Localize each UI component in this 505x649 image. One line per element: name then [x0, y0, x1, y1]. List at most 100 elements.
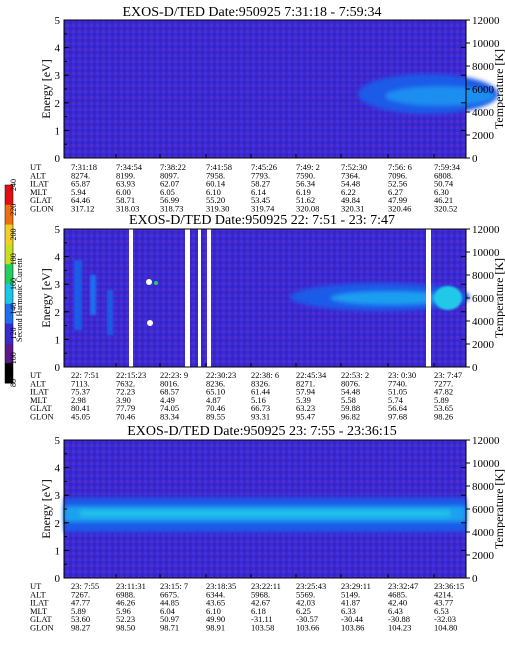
ytick-label: 2 — [55, 518, 61, 530]
table-cell: 60.14 — [206, 179, 226, 189]
panel-2-ylabel: Energy [eV] — [39, 268, 53, 327]
table-cell: 93.31 — [251, 412, 270, 422]
panel-1-y2label: Temperature [K] — [492, 49, 505, 129]
panel-3-band-core — [80, 510, 450, 517]
colorbar-swatch — [5, 224, 13, 245]
table-cell: 320.31 — [341, 204, 364, 214]
table-cell: 5968. — [251, 589, 270, 599]
table-cell: 5149. — [341, 589, 360, 599]
table-row-label: ALT — [30, 589, 47, 599]
table-cell: 52.56 — [388, 179, 407, 189]
y2tick-label: 12000 — [472, 15, 500, 27]
table-cell: 80.41 — [71, 403, 90, 413]
y2tick-label: 10000 — [472, 38, 500, 50]
table-cell: 7267. — [71, 589, 90, 599]
table-cell: 5.96 — [116, 606, 131, 616]
table-cell: 53.45 — [251, 195, 270, 205]
table-row-label: MLT — [30, 395, 48, 405]
table-cell: 54.48 — [341, 387, 360, 397]
ytick-label: 2 — [55, 98, 61, 110]
panel-1-ylabel: Energy [eV] — [39, 59, 53, 118]
table-cell: 95.47 — [296, 412, 315, 422]
table-cell: 6.14 — [251, 187, 267, 197]
colorbar-tick-label: 180 — [9, 253, 18, 265]
table-cell: 64.46 — [71, 195, 90, 205]
table-cell: 6.10 — [206, 187, 221, 197]
table-cell: 65.10 — [206, 387, 225, 397]
table-cell: 2.98 — [71, 395, 86, 405]
table-cell: 103.58 — [251, 623, 274, 633]
ytick-label: 4 — [55, 252, 61, 264]
table-cell: 22:23: 9 — [160, 370, 188, 380]
table-cell: 7793. — [251, 170, 270, 180]
table-cell: 46.26 — [116, 598, 135, 608]
table-cell: 6675. — [160, 589, 179, 599]
table-cell: 320.46 — [388, 204, 411, 214]
table-cell: 7740. — [388, 378, 407, 388]
table-cell: 77.79 — [116, 403, 135, 413]
y2tick-label: 12000 — [472, 435, 500, 447]
table-cell: 52.23 — [116, 614, 135, 624]
table-cell: 50.97 — [160, 614, 179, 624]
table-cell: 5.89 — [71, 606, 86, 616]
table-cell: 6.53 — [434, 606, 449, 616]
table-cell: 7:34:54 — [116, 162, 143, 172]
table-cell: 7:31:18 — [71, 162, 97, 172]
table-cell: 22:38: 6 — [251, 370, 279, 380]
table-cell: 70.46 — [116, 412, 135, 422]
y2tick-label: 2000 — [472, 130, 495, 142]
colorbar-swatch — [5, 284, 13, 305]
table-cell: 6.00 — [116, 187, 131, 197]
table-cell: 23: 0:30 — [388, 370, 416, 380]
table-cell: 6988. — [116, 589, 135, 599]
table-cell: 97.68 — [388, 412, 407, 422]
table-row-label: GLON — [30, 412, 54, 422]
table-cell: 58.71 — [116, 195, 135, 205]
table-cell: 7:38:22 — [160, 162, 186, 172]
table-cell: 5.89 — [434, 395, 449, 405]
table-cell: 6.43 — [388, 606, 403, 616]
table-cell: 4685. — [388, 589, 407, 599]
panel-2-y2label: Temperature [K] — [492, 258, 505, 338]
colorbar-swatch — [5, 363, 13, 384]
ytick-label: 0 — [55, 153, 61, 165]
table-cell: 7590. — [296, 170, 315, 180]
table-cell: 103.86 — [341, 623, 364, 633]
table-cell: 89.55 — [206, 412, 225, 422]
table-cell: 8271. — [296, 378, 315, 388]
colorbar-swatch — [5, 204, 13, 226]
panel-2-band — [290, 283, 470, 311]
table-cell: 5.74 — [388, 395, 404, 405]
ytick-label: 3 — [55, 70, 61, 82]
table-cell: 41.87 — [341, 598, 360, 608]
panel-2-right-axis: 0 2000 4000 6000 8000 10000 12000 — [466, 224, 500, 374]
table-cell: 8199. — [116, 170, 135, 180]
panel-3-right-axis: 0 2000 4000 6000 8000 10000 12000 — [466, 435, 500, 585]
table-cell: 43.77 — [434, 598, 453, 608]
panel-3: EXOS-D/TED Date:950925 23: 7:55 - 23:36:… — [30, 424, 505, 633]
panel-1: EXOS-D/TED Date:950925 7:31:18 - 7:59:34… — [30, 5, 505, 214]
panel-1-title: EXOS-D/TED Date:950925 7:31:18 - 7:59:34 — [123, 5, 382, 20]
table-cell: 6.27 — [388, 187, 403, 197]
colorbar-tick-label: 160 — [9, 278, 18, 290]
table-cell: 23:11:31 — [116, 581, 146, 591]
table-cell: 65.87 — [71, 179, 90, 189]
table-row-label: ILAT — [30, 387, 49, 397]
panel-3-title: EXOS-D/TED Date:950925 23: 7:55 - 23:36:… — [127, 424, 396, 439]
panel-1-band-inner — [385, 86, 495, 106]
y2tick-label: 10000 — [472, 247, 500, 259]
panel-2-title: EXOS-D/TED Date:950925 22: 7:51 - 23: 7:… — [129, 213, 395, 228]
panel-2-band-inner — [330, 291, 450, 305]
y2tick-label: 4000 — [472, 107, 495, 119]
table-cell: 53.65 — [434, 403, 453, 413]
ytick-label: 4 — [55, 43, 61, 55]
table-cell: 6.10 — [206, 606, 221, 616]
y2tick-label: 4000 — [472, 316, 495, 328]
table-cell: 47.99 — [388, 195, 407, 205]
table-cell: 7:45:26 — [251, 162, 277, 172]
table-cell: 104.23 — [388, 623, 411, 633]
table-cell: 98.26 — [434, 412, 453, 422]
y2tick-label: 4000 — [472, 527, 495, 539]
colorbar-swatch — [5, 264, 13, 285]
table-cell: 320.08 — [296, 204, 319, 214]
